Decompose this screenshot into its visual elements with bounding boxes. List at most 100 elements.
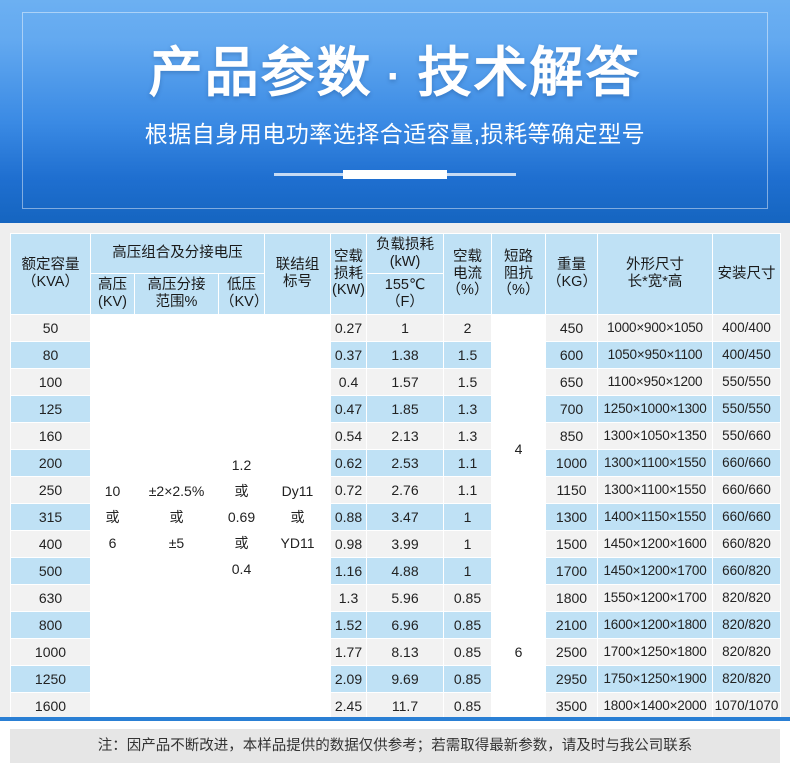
header-install-dimensions: 安装尺寸 xyxy=(712,233,781,315)
cell-load-loss-155c: 2.76 xyxy=(366,475,444,504)
cell-weight: 700 xyxy=(545,394,598,423)
header-impedance-line1: 短路 xyxy=(504,248,533,265)
cell-weight: 650 xyxy=(545,367,598,396)
cell-noload-current: 0.85 xyxy=(443,583,492,612)
header-noload-loss-line2: 损耗 xyxy=(334,265,363,282)
banner-content: 产品参数 · 技术解答 根据自身用电功率选择合适容量,损耗等确定型号 xyxy=(0,0,790,176)
cell-noload-loss: 1.3 xyxy=(330,583,367,612)
cell-noload-current: 1 xyxy=(443,529,492,558)
cell-weight: 2100 xyxy=(545,610,598,639)
cell-install-dimensions: 820/820 xyxy=(712,583,781,612)
header-hv-line1: 高压 xyxy=(98,277,127,294)
cell-hv-voltage: 10 或 6 xyxy=(90,313,135,720)
cell-weight: 600 xyxy=(545,340,598,369)
cell-dimensions: 1750×1250×1900 xyxy=(597,664,713,693)
cell-hv-tap-range: ±2×2.5% 或 ±5 xyxy=(134,313,219,720)
table-row: 500 1.16 4.88 1 1700 1450×1200×1700 660/820 xyxy=(10,556,781,585)
cell-install-dimensions: 820/820 xyxy=(712,637,781,666)
cell-noload-loss: 0.27 xyxy=(330,313,367,342)
cell-connection-symbol-line: YD11 xyxy=(280,534,315,551)
cell-load-loss-155c: 1 xyxy=(366,313,444,342)
cell-rated-capacity: 80 xyxy=(10,340,91,369)
table-row: 1600 2.45 11.7 0.85 3500 1800×1400×2000 1070/1… xyxy=(10,691,781,720)
header-noload-current: 空载 电流 （%） xyxy=(443,233,492,315)
header-hv-tap-line2: 范围% xyxy=(155,294,198,311)
cell-install-dimensions: 1070/1070 xyxy=(712,691,781,720)
cell-rated-capacity: 630 xyxy=(10,583,91,612)
header-row-1: 额定容量 （KVA） 高压组合及分接电压 联结组 标号 空载 损耗 (KW) 负… xyxy=(10,232,781,315)
table-row: 125 0.47 1.85 1.3 700 1250×1000×1300 550/550 xyxy=(10,394,781,423)
table-row: 1000 1.77 8.13 0.85 2500 1700×1250×1800 820/82… xyxy=(10,637,781,666)
cell-rated-capacity: 1600 xyxy=(10,691,91,720)
cell-hv-tap-range-line: 或 xyxy=(169,508,184,525)
cell-dimensions: 1550×1200×1700 xyxy=(597,583,713,612)
header-impedance-line3: （%） xyxy=(497,282,540,299)
cell-rated-capacity: 100 xyxy=(10,367,91,396)
header-rated-capacity: 额定容量 （KVA） xyxy=(10,233,91,315)
cell-rated-capacity: 500 xyxy=(10,556,91,585)
cell-install-dimensions: 660/660 xyxy=(712,448,781,477)
cell-hv-voltage-line: 10 xyxy=(104,482,121,499)
page-banner: 产品参数 · 技术解答 根据自身用电功率选择合适容量,损耗等确定型号 xyxy=(0,0,790,223)
cell-dimensions: 1000×900×1050 xyxy=(597,313,713,342)
cell-install-dimensions: 660/820 xyxy=(712,529,781,558)
table-footnote: 注：因产品不断改进，本样品提供的数据仅供参考；若需取得最新参数，请及时与我公司联… xyxy=(10,728,780,763)
cell-install-dimensions: 400/400 xyxy=(712,313,781,342)
cell-install-dimensions: 550/550 xyxy=(712,367,781,396)
header-noload-current-line1: 空载 xyxy=(453,248,482,265)
header-lv: 低压 （KV） xyxy=(218,273,269,315)
table-body: 50 10 或 6 ±2×2.5% 或 ±5 1.2 或 0.69 或 0.4 Dy11 或 YD11 0.2… xyxy=(10,313,781,720)
cell-noload-loss: 0.37 xyxy=(330,340,367,369)
cell-dimensions: 1700×1250×1800 xyxy=(597,637,713,666)
cell-noload-current: 1.5 xyxy=(443,340,492,369)
cell-noload-current: 1 xyxy=(443,502,492,531)
cell-weight: 2500 xyxy=(545,637,598,666)
cell-install-dimensions: 820/820 xyxy=(712,664,781,693)
table-row: 315 0.88 3.47 1 1300 1400×1150×1550 660/660 xyxy=(10,502,781,531)
table-head: 额定容量 （KVA） 高压组合及分接电压 联结组 标号 空载 损耗 (KW) 负… xyxy=(10,232,781,315)
cell-install-dimensions: 660/660 xyxy=(712,502,781,531)
cell-weight: 3500 xyxy=(545,691,598,720)
table-row: 80 0.37 1.38 1.5 600 1050×950×1100 400/450 xyxy=(10,340,781,369)
banner-title: 产品参数 · 技术解答 xyxy=(0,46,790,100)
cell-weight: 1150 xyxy=(545,475,598,504)
header-noload-loss-line3: (KW) xyxy=(332,282,366,299)
header-load-loss-155c-line2: （F） xyxy=(386,294,424,311)
cell-rated-capacity: 200 xyxy=(10,448,91,477)
cell-dimensions: 1300×1100×1550 xyxy=(597,475,713,504)
cell-rated-capacity: 50 xyxy=(10,313,91,342)
cell-hv-tap-range-line: ±2×2.5% xyxy=(148,482,205,499)
header-weight: 重量 （KG） xyxy=(545,233,598,315)
cell-weight: 2950 xyxy=(545,664,598,693)
header-short-circuit-impedance: 短路 阻抗 （%） xyxy=(491,233,546,315)
cell-rated-capacity: 315 xyxy=(10,502,91,531)
cell-connection-symbol-line: Dy11 xyxy=(281,482,314,499)
cell-install-dimensions: 550/550 xyxy=(712,394,781,423)
header-lv-line2: （KV） xyxy=(220,294,269,311)
cell-load-loss-155c: 2.13 xyxy=(366,421,444,450)
header-weight-line1: 重量 xyxy=(557,257,586,274)
cell-install-dimensions: 660/660 xyxy=(712,475,781,504)
cell-install-dimensions: 820/820 xyxy=(712,610,781,639)
cell-install-dimensions: 400/450 xyxy=(712,340,781,369)
cell-noload-loss: 0.54 xyxy=(330,421,367,450)
cell-dimensions: 1300×1050×1350 xyxy=(597,421,713,450)
cell-dimensions: 1050×950×1100 xyxy=(597,340,713,369)
cell-hv-voltage-line: 6 xyxy=(108,534,117,551)
header-connection-line1: 联结组 xyxy=(275,257,320,274)
cell-weight: 1000 xyxy=(545,448,598,477)
header-load-loss-155c: 155℃ （F） xyxy=(366,273,444,315)
cell-rated-capacity: 1000 xyxy=(10,637,91,666)
cell-weight: 450 xyxy=(545,313,598,342)
header-hv: 高压 (KV) xyxy=(90,273,135,315)
cell-noload-current: 1.5 xyxy=(443,367,492,396)
header-rated-capacity-line1: 额定容量 xyxy=(21,257,80,274)
cell-lv-voltage-line: 或 xyxy=(234,482,249,499)
header-rated-capacity-line2: （KVA） xyxy=(22,273,79,290)
spec-table-region: 额定容量 （KVA） 高压组合及分接电压 联结组 标号 空载 损耗 (KW) 负… xyxy=(0,223,790,763)
cell-load-loss-155c: 3.99 xyxy=(366,529,444,558)
cell-weight: 1300 xyxy=(545,502,598,531)
cell-load-loss-155c: 5.96 xyxy=(366,583,444,612)
cell-load-loss-155c: 8.13 xyxy=(366,637,444,666)
header-hv-line2: (KV) xyxy=(98,294,127,311)
